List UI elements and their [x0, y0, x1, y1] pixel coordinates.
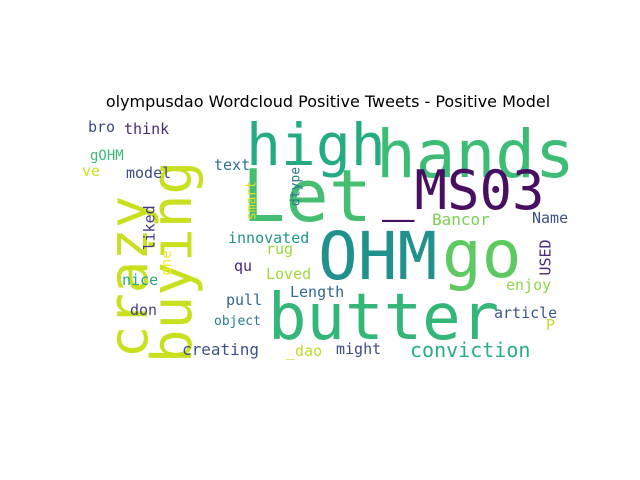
word-go: go	[442, 216, 522, 293]
word-qu: qu	[234, 257, 253, 275]
word-p: P	[546, 316, 556, 334]
wordcloud-area: hands high _MS03 Let buying OHM go butte…	[80, 111, 576, 366]
word-bancor: Bancor	[432, 210, 490, 229]
word-liked: liked	[140, 205, 159, 251]
word-model: model	[126, 164, 172, 182]
word-smart: smart	[244, 180, 260, 221]
word-article: article	[494, 304, 558, 322]
word-length: Length	[290, 283, 345, 301]
word-loved: Loved	[266, 265, 312, 283]
word-ms03: _MS03	[382, 159, 545, 222]
word-rug: rug	[266, 240, 294, 258]
figure-title: olympusdao Wordcloud Positive Tweets - P…	[105, 92, 551, 111]
word-nice: nice	[122, 271, 159, 289]
word-gohm: gOHM	[90, 148, 124, 164]
word-ohm: OHM	[318, 218, 438, 295]
word-butter: butter	[268, 281, 500, 355]
word-text: text	[214, 156, 251, 174]
word-ve: ve	[82, 162, 101, 180]
word-enjoy: enjoy	[506, 276, 552, 294]
word-hands: hands	[376, 116, 575, 193]
word-dao: _dao	[286, 342, 323, 360]
word-bro: bro	[88, 118, 116, 136]
word-object: object	[214, 314, 261, 329]
word-high: high	[246, 111, 386, 179]
word-dtype: dtype	[288, 166, 304, 207]
word-creating: creating	[182, 340, 260, 359]
word-one: one	[159, 250, 175, 276]
word-don: don	[130, 301, 158, 319]
word-used: USED	[536, 239, 555, 276]
word-name: Name	[532, 209, 569, 227]
word-think: think	[124, 120, 170, 138]
word-might: might	[336, 340, 382, 358]
word-let: Let	[242, 154, 373, 238]
word-conviction: conviction	[410, 338, 531, 362]
word-innovated: innovated	[228, 229, 310, 247]
word-pull: pull	[226, 291, 263, 309]
